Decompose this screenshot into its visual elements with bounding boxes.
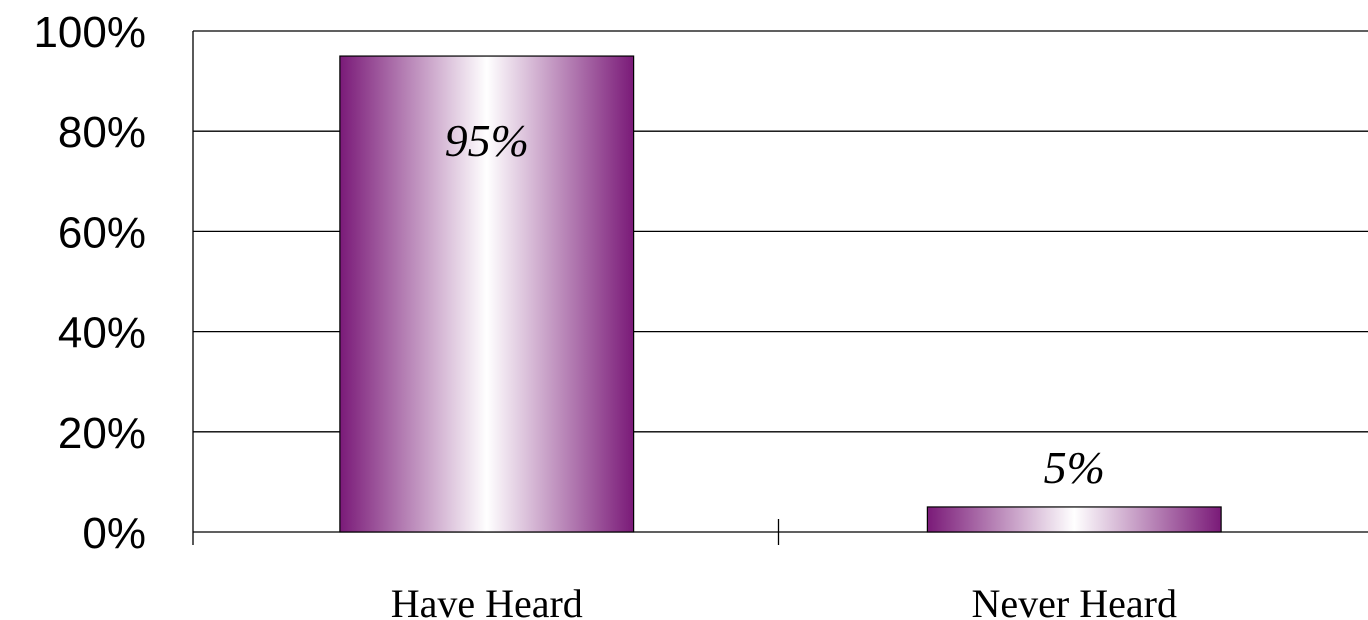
y-tick-label: 20% [58,409,146,458]
x-category-label: Have Heard [391,581,583,620]
bar-layer [339,55,1222,533]
y-tick-label: 40% [58,309,146,358]
x-category-label: Never Heard [972,581,1177,620]
y-tick-label: 100% [33,8,146,57]
label-layer: 0% 20% 40% 60% 80% 100% 95% Have Heard 5% Never H… [33,8,1177,620]
data-label: 95% [445,115,529,166]
bar-never-heard [926,506,1222,533]
y-tick-label: 80% [58,108,146,157]
data-label: 5% [1044,442,1105,493]
y-tick-label: 0% [82,509,146,558]
bar-have-heard [339,55,635,533]
y-tick-label: 60% [58,208,146,257]
